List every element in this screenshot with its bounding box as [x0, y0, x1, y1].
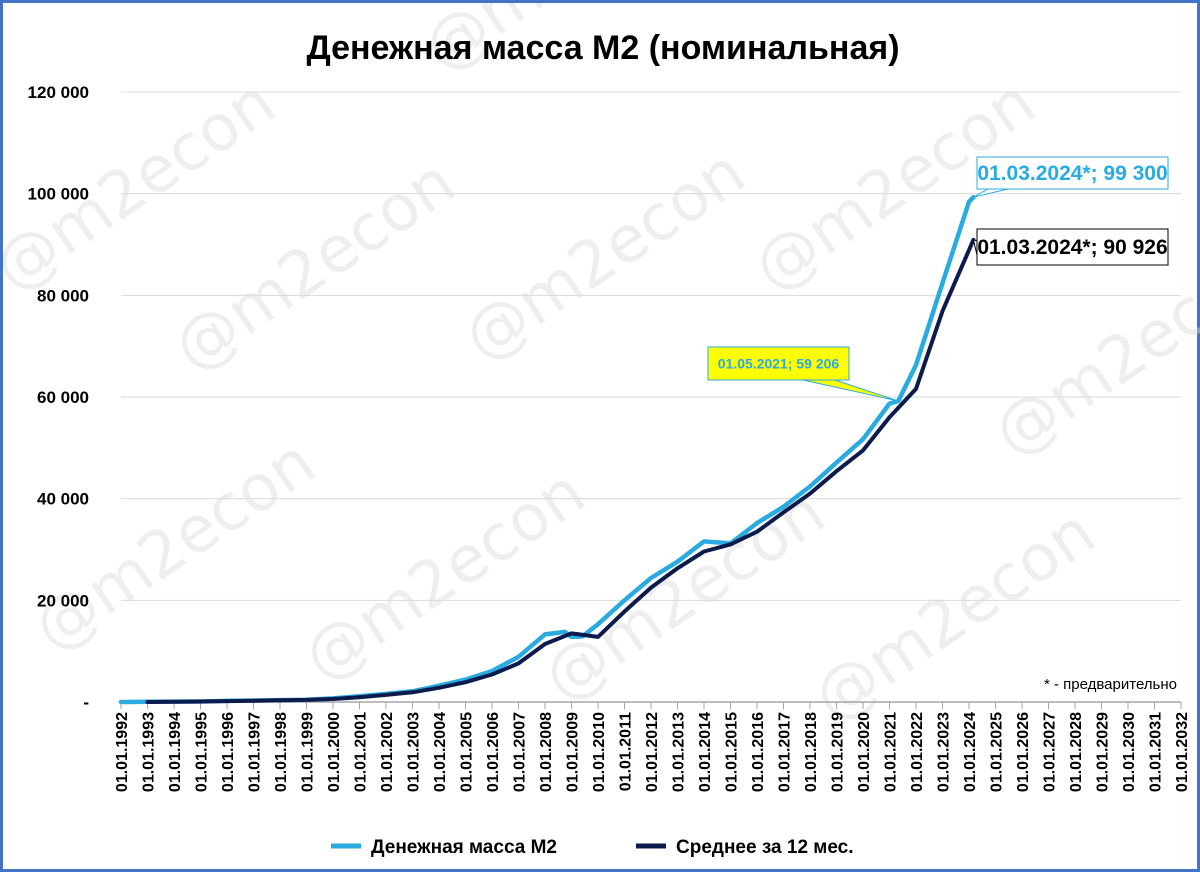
x-axis: 01.01.1992 01.01.1993 01.01.1994 01.01.1995… [114, 701, 1191, 792]
m2-last-callout-box [976, 156, 1169, 190]
m2-last-callout-pointer [973, 188, 1009, 198]
avg-last-callout-label: 01.03.2024*; 90 926 [977, 236, 1167, 259]
x-tick-label: 01.01.2002 [379, 712, 396, 792]
x-tick-label: 01.01.2005 [459, 712, 476, 792]
y-tick-label: 100 000 [28, 185, 89, 204]
x-tick-label: 01.01.2008 [538, 712, 555, 792]
x-tick-label: 01.01.1994 [167, 712, 184, 792]
legend-label-avg: Среднее за 12 мес. [676, 837, 854, 858]
x-tick-label: 01.01.2030 [1121, 712, 1138, 792]
x-tick-label: 01.01.2025 [989, 712, 1006, 792]
x-tick-label: 01.01.1992 [114, 712, 131, 792]
footnote: * - предварительно [1044, 676, 1177, 693]
x-tick-label: 01.01.2010 [591, 712, 608, 792]
chart-title: Денежная масса М2 (номинальная) [306, 29, 899, 67]
x-tick-label: 01.01.1999 [300, 712, 317, 792]
x-tick-label: 01.01.1995 [194, 712, 211, 792]
m2-2021-callout-label: 01.05.2021; 59 206 [718, 356, 840, 372]
x-tick-label: 01.01.2004 [432, 712, 449, 792]
y-axis: - 20 000 40 000 60 000 80 000 100 000 120 000 [28, 83, 89, 712]
watermark-layer: @m2econ @m2econ @m2econ @m2econ @m2econ … [3, 3, 1200, 736]
x-tick-label: 01.01.2023 [936, 712, 953, 792]
x-tick-label: 01.01.2019 [830, 712, 847, 792]
x-tick-label: 01.01.2022 [909, 712, 926, 792]
x-tick-label: 01.01.1998 [273, 712, 290, 792]
avg-series-line [145, 237, 976, 704]
x-tick-label: 01.01.1993 [141, 712, 158, 792]
y-tick-label: 20 000 [37, 591, 89, 610]
legend-label-m2: Денежная масса М2 [371, 837, 557, 858]
x-tick-label: 01.01.2001 [353, 712, 370, 792]
y-tick-label: 120 000 [28, 83, 89, 102]
series-layer [118, 194, 976, 705]
x-tick-label: 01.01.1996 [220, 712, 237, 792]
x-tick-label: 01.01.2011 [618, 712, 635, 791]
x-tick-label: 01.01.2012 [644, 712, 661, 792]
x-tick-label: 01.01.2009 [565, 712, 582, 792]
x-tick-label: 01.01.2013 [671, 712, 688, 792]
x-tick-label: 01.01.1997 [247, 712, 264, 792]
m2-last-callout-label: 01.03.2024*; 99 300 [977, 162, 1167, 185]
x-tick-label: 01.01.2032 [1174, 712, 1191, 792]
x-tick-label: 01.01.2007 [512, 712, 529, 792]
x-tick-label: 01.01.2021 [883, 712, 900, 792]
m2-2021-callout-pointer [802, 379, 899, 402]
watermark: @m2econ [21, 425, 329, 666]
x-tick-label: 01.01.2029 [1095, 712, 1112, 792]
chart-canvas: @m2econ @m2econ @m2econ @m2econ @m2econ … [3, 3, 1200, 858]
watermark: @m2econ [801, 495, 1109, 736]
x-tick-label: 01.01.2006 [485, 712, 502, 792]
x-tick-label: 01.01.2026 [1015, 712, 1032, 792]
y-tick-label: - [83, 693, 89, 712]
x-tick-label: 01.01.2003 [406, 712, 423, 792]
x-tick-label: 01.01.2027 [1042, 712, 1059, 792]
x-tick-label: 01.01.2024 [962, 712, 979, 792]
x-tick-label: 01.01.2000 [326, 712, 343, 792]
x-tick-label: 01.01.2016 [750, 712, 767, 792]
y-tick-label: 40 000 [37, 490, 89, 509]
y-tick-label: 80 000 [37, 286, 89, 305]
avg-last-callout-box [976, 228, 1169, 266]
legend: Денежная масса М2 Среднее за 12 мес. [331, 837, 854, 858]
m2-2021-callout-box [707, 346, 850, 381]
x-tick-label: 01.01.2031 [1148, 712, 1165, 792]
y-tick-label: 60 000 [37, 388, 89, 407]
x-tick-label: 01.01.2018 [803, 712, 820, 792]
watermark: @m2econ [981, 230, 1200, 471]
x-tick-label: 01.01.2017 [777, 712, 794, 792]
watermark: @m2econ [451, 135, 759, 376]
x-tick-label: 01.01.2028 [1068, 712, 1085, 792]
gridlines [121, 91, 1181, 601]
x-tick-label: 01.01.2014 [697, 712, 714, 792]
callouts: 01.03.2024*; 99 300 01.03.2024*; 90 926 01… [707, 156, 1169, 402]
x-tick-label: 01.01.2015 [724, 712, 741, 792]
x-tick-label: 01.01.2020 [856, 712, 873, 792]
